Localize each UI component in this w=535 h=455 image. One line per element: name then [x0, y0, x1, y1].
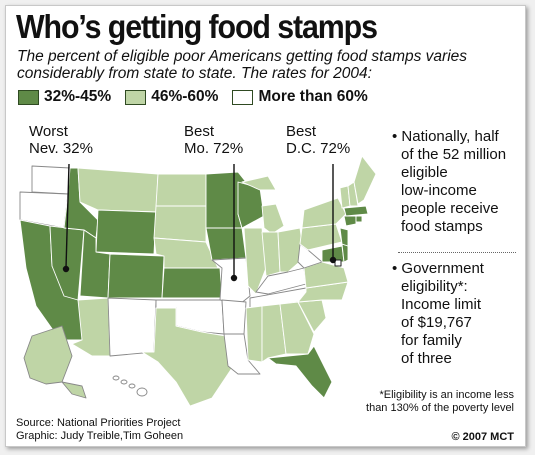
- side-note-line: • Nationally, half: [392, 128, 499, 145]
- subtitle: The percent of eligible poor Americans g…: [17, 48, 468, 82]
- state-kansas: [161, 267, 223, 299]
- state-new-jersey: [339, 227, 349, 247]
- state-hawaii: [112, 375, 148, 397]
- state-texas: [141, 307, 233, 407]
- legend-item-mid: 46%-60%: [125, 88, 218, 106]
- state-arkansas: [221, 299, 247, 335]
- state-montana: [77, 167, 159, 213]
- side-divider: [398, 252, 516, 253]
- state-illinois: [243, 227, 267, 295]
- state-maine: [353, 155, 377, 205]
- side-note-line: for family: [401, 332, 462, 349]
- side-note-line: • Government: [392, 260, 484, 277]
- callout-missouri: Best Mo. 72%: [184, 123, 243, 157]
- page-title: Who’s getting food stamps: [16, 8, 378, 45]
- callout-nevada: Worst Nev. 32%: [29, 123, 93, 157]
- state-colorado: [107, 253, 165, 299]
- footnote-line: than 130% of the poverty level: [366, 402, 514, 414]
- graphic-credit: Graphic: Judy Treible,Tim Goheen: [16, 430, 184, 442]
- state-ohio: [277, 227, 305, 273]
- leader-dot-dc: [329, 256, 337, 264]
- state-iowa: [205, 227, 247, 261]
- side-note-line: low-income: [401, 182, 477, 199]
- state-south-dakota: [153, 205, 207, 243]
- state-massachusetts: [343, 205, 369, 217]
- state-alaska-tail: [61, 381, 87, 399]
- side-note-line: of three: [401, 350, 452, 367]
- state-mississippi: [245, 305, 263, 363]
- legend-label-mid: 46%-60%: [151, 88, 219, 105]
- side-note-line: food stamps: [401, 218, 483, 235]
- side-note-national: • Nationally, half of the 52 million eli…: [392, 128, 506, 236]
- legend-swatch-high: [232, 89, 254, 105]
- marker-dc: [334, 259, 342, 267]
- side-note-line: people receive: [401, 200, 499, 217]
- state-louisiana: [223, 333, 261, 375]
- side-note-line: eligibility*:: [401, 278, 468, 295]
- side-note-eligibility: • Government eligibility*: Income limit …: [392, 260, 484, 368]
- state-washington: [31, 165, 71, 195]
- callout-nevada-label: Worst: [29, 123, 68, 140]
- legend-label-low: 32%-45%: [44, 88, 112, 105]
- source-credit: Source: National Priorities Project: [16, 417, 181, 429]
- state-florida: [267, 345, 333, 399]
- callout-missouri-label: Best: [184, 123, 215, 140]
- legend-item-high: More than 60%: [232, 88, 368, 106]
- credits: Source: National Priorities Project Grap…: [16, 417, 183, 443]
- callout-missouri-value: Mo. 72%: [184, 140, 244, 157]
- eligibility-footnote: *Eligibility is an income less than 130%…: [366, 389, 514, 415]
- state-new-hampshire: [347, 181, 359, 207]
- leader-dot-nevada: [62, 265, 70, 273]
- side-note-line: of the 52 million: [401, 146, 507, 163]
- callout-dc: Best D.C. 72%: [286, 123, 350, 157]
- side-note-line: Income limit: [401, 296, 482, 313]
- callout-nevada-value: Nev. 32%: [29, 140, 93, 157]
- state-michigan: [261, 203, 285, 235]
- state-north-dakota: [155, 173, 207, 207]
- callout-dc-label: Best: [286, 123, 317, 140]
- side-note-line: eligible: [401, 164, 448, 181]
- state-georgia: [279, 301, 315, 355]
- map-legend: 32%-45% 46%-60% More than 60%: [18, 88, 382, 106]
- state-rhode-island: [355, 215, 363, 223]
- legend-swatch-low: [18, 89, 39, 105]
- footnote-line: *Eligibility is an income less: [379, 389, 515, 401]
- state-alabama: [261, 303, 287, 363]
- legend-swatch-mid: [125, 89, 147, 105]
- callout-leader-lines: [62, 163, 337, 282]
- side-note-line: of $19,767: [401, 314, 472, 331]
- leader-nevada: [65, 163, 70, 269]
- state-wyoming: [95, 209, 157, 255]
- infographic-frame: Who’s getting food stamps The percent of…: [5, 5, 526, 447]
- legend-label-high: More than 60%: [258, 88, 368, 105]
- legend-item-low: 32%-45%: [18, 88, 111, 106]
- state-alaska: [23, 325, 73, 385]
- us-map: [19, 155, 377, 407]
- state-michigan-up: [241, 175, 277, 191]
- state-new-mexico: [107, 297, 157, 357]
- state-connecticut: [343, 215, 357, 227]
- copyright: © 2007 MCT: [451, 431, 514, 443]
- state-new-york: [301, 197, 347, 229]
- leader-dot-missouri: [230, 274, 238, 282]
- callout-dc-value: D.C. 72%: [286, 140, 351, 157]
